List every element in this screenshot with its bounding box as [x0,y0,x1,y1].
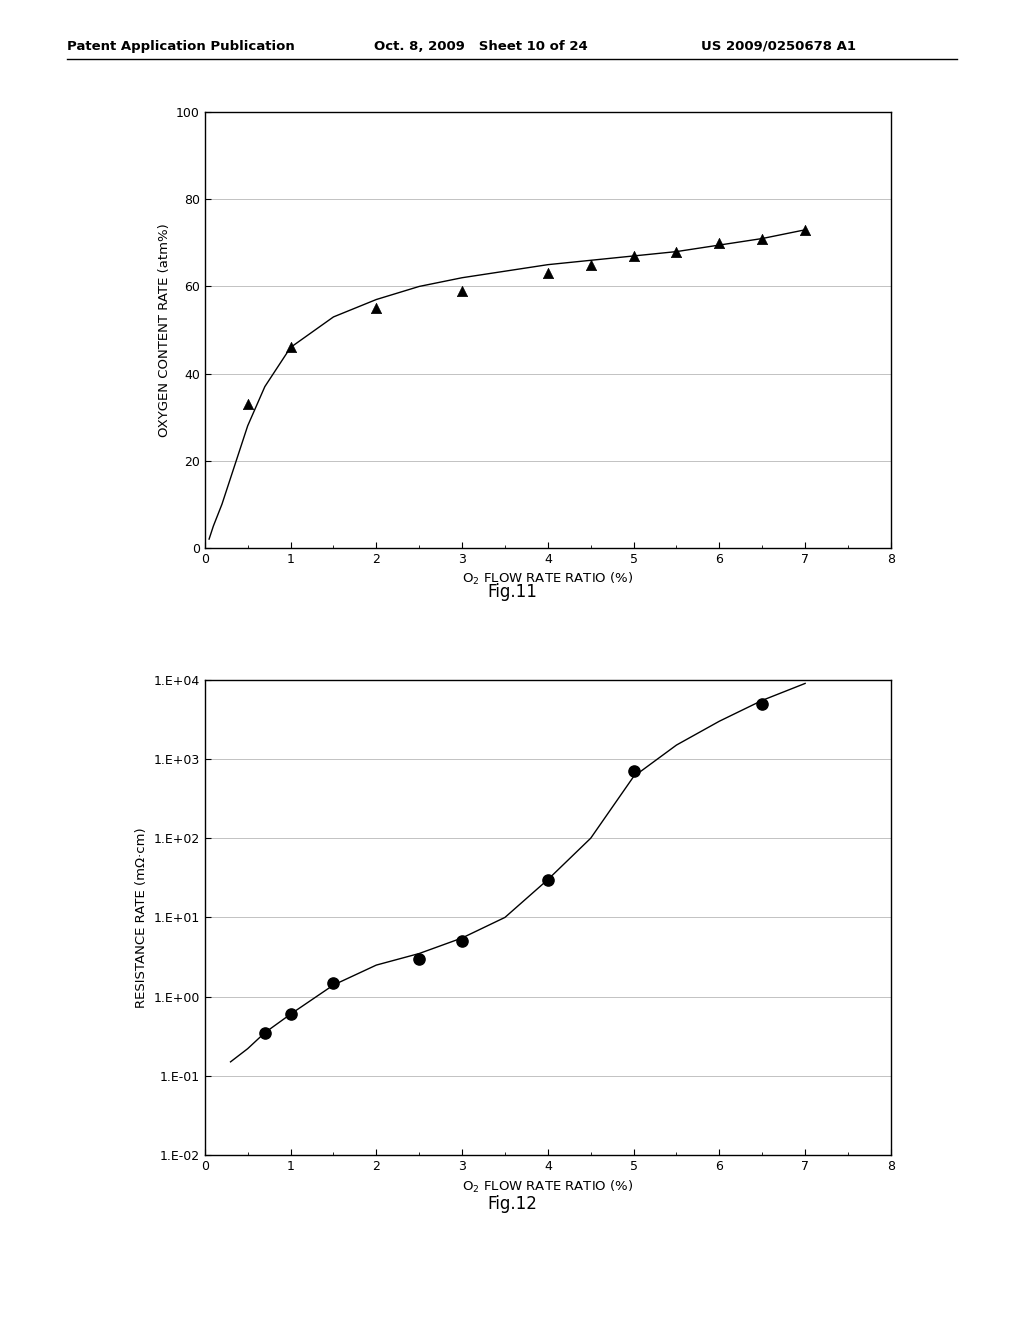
Text: Oct. 8, 2009   Sheet 10 of 24: Oct. 8, 2009 Sheet 10 of 24 [374,40,588,53]
Point [369,298,385,319]
Point [240,393,256,414]
Text: US 2009/0250678 A1: US 2009/0250678 A1 [701,40,856,53]
Point [454,931,470,952]
Point [754,228,770,249]
Text: Fig.12: Fig.12 [487,1195,537,1213]
Point [454,280,470,301]
Point [669,242,685,263]
Point [283,1003,299,1024]
Point [326,972,342,993]
Y-axis label: OXYGEN CONTENT RATE (atm%): OXYGEN CONTENT RATE (atm%) [158,223,171,437]
X-axis label: O$_2$ FLOW RATE RATIO (%): O$_2$ FLOW RATE RATIO (%) [462,572,634,587]
Point [754,693,770,714]
Point [411,948,427,969]
Point [540,869,556,890]
X-axis label: O$_2$ FLOW RATE RATIO (%): O$_2$ FLOW RATE RATIO (%) [462,1179,634,1195]
Point [626,246,642,267]
Point [626,760,642,781]
Text: Patent Application Publication: Patent Application Publication [67,40,294,53]
Point [583,253,599,276]
Text: Fig.11: Fig.11 [487,583,537,602]
Y-axis label: RESISTANCE RATE (mΩ·cm): RESISTANCE RATE (mΩ·cm) [135,828,148,1007]
Point [797,219,813,240]
Point [283,337,299,358]
Point [712,232,728,253]
Point [540,263,556,284]
Point [257,1022,273,1043]
